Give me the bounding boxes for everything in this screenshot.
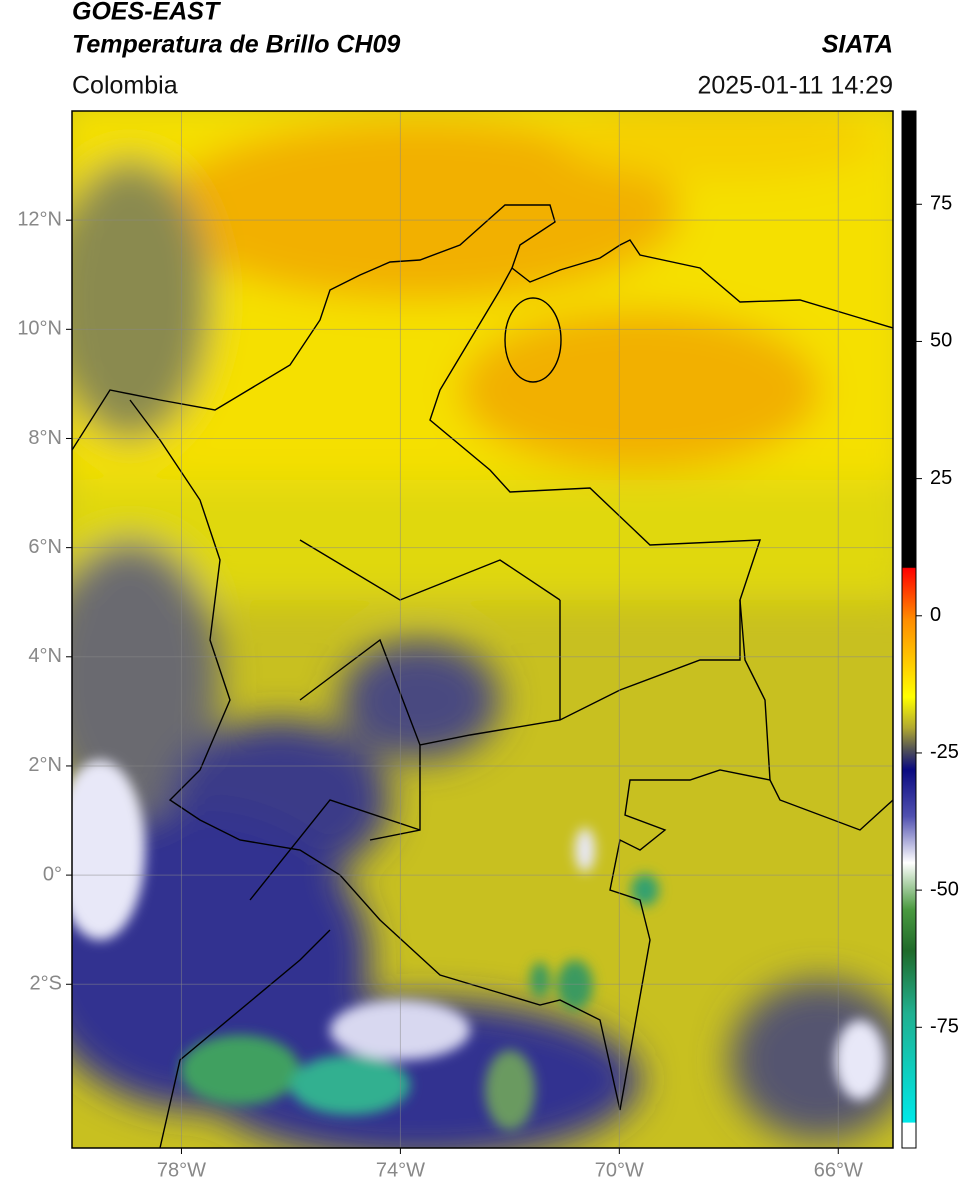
colorbar — [901, 110, 917, 1149]
map-frame — [71, 110, 894, 1149]
x-tick-label: 66°W — [814, 1159, 863, 1181]
region: Colombia — [72, 72, 178, 100]
colorbar-tick-label: -75 — [930, 1016, 959, 1038]
y-tick-label: 8°N — [28, 427, 62, 449]
colorbar-tick-label: -25 — [930, 741, 959, 763]
x-tick-label: 74°W — [376, 1159, 425, 1181]
grid — [72, 111, 893, 1148]
y-tick-label: 2°S — [30, 973, 62, 995]
y-tick-label: 6°N — [28, 536, 62, 558]
subtitle: Temperatura de Brillo CH09 — [72, 31, 400, 59]
satellite-image — [72, 111, 893, 1148]
y-tick-label: 2°N — [28, 754, 62, 776]
y-tick-label: 0° — [43, 863, 62, 885]
x-tick-label: 78°W — [157, 1159, 206, 1181]
colorbar-tick-label: 75 — [930, 193, 952, 215]
y-tick-label: 12°N — [17, 208, 62, 230]
borders — [72, 204, 893, 1148]
datetime: 2025-01-11 14:29 — [697, 72, 893, 100]
y-tick-label: 10°N — [17, 318, 62, 340]
colorbar-tick-label: -50 — [930, 878, 959, 900]
x-tick-label: 70°W — [595, 1159, 644, 1181]
title: GOES-EAST — [72, 0, 222, 26]
y-tick-label: 4°N — [28, 645, 62, 667]
colorbar-tick-label: 0 — [930, 604, 941, 626]
source: SIATA — [822, 31, 893, 59]
colorbar-tick-label: 50 — [930, 330, 952, 352]
colorbar-tick-label: 25 — [930, 467, 952, 489]
